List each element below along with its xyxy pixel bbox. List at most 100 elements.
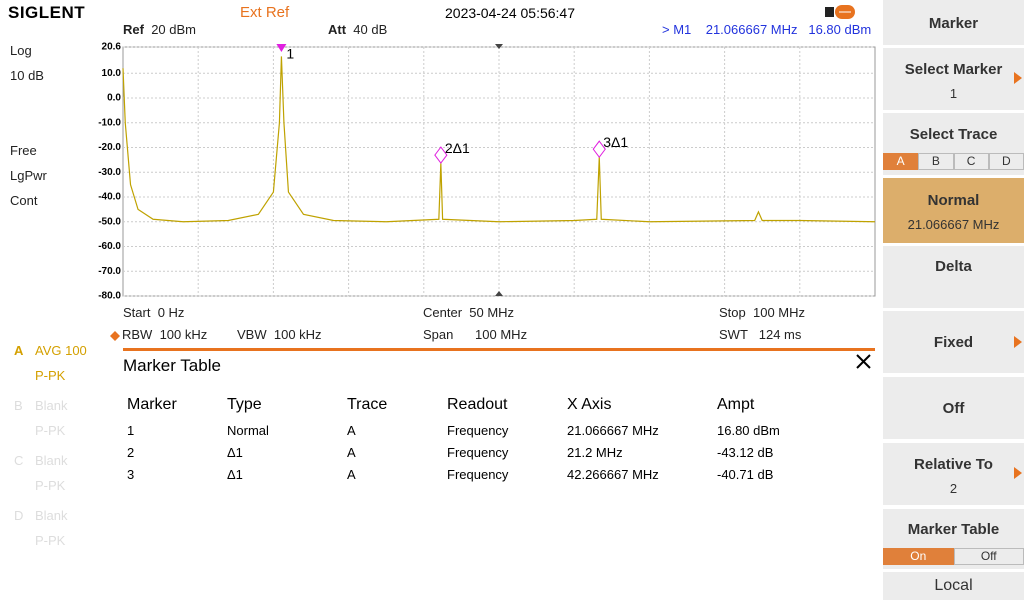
off-label: Off bbox=[942, 400, 965, 417]
start-value: 0 Hz bbox=[157, 305, 185, 320]
y-tick-label: -20.0 bbox=[98, 142, 121, 153]
marker-diamond bbox=[434, 146, 448, 164]
att-value: 40 dB bbox=[353, 22, 388, 37]
trace-line bbox=[122, 56, 876, 223]
select-trace[interactable]: Select Trace A B C D bbox=[883, 113, 1024, 175]
vbw-value: 100 kHz bbox=[273, 327, 322, 342]
trace-detector: P-PK bbox=[35, 368, 66, 383]
rbw-value: 100 kHz bbox=[159, 327, 208, 342]
scale-div: 10 dB bbox=[10, 68, 44, 83]
column-header: X Axis bbox=[567, 396, 612, 413]
trace-mode: Blank bbox=[35, 508, 68, 523]
column-header: Type bbox=[227, 396, 262, 413]
trace-tab[interactable]: C bbox=[953, 153, 989, 170]
normal-value: 21.066667 MHz bbox=[907, 217, 1000, 232]
normal[interactable]: Normal 21.066667 MHz bbox=[883, 178, 1024, 243]
table-cell: 1 bbox=[127, 423, 135, 438]
usb-icon bbox=[825, 5, 855, 19]
marker-table-toggle-label: Marker Table bbox=[907, 521, 1000, 538]
local[interactable]: Local bbox=[883, 572, 1024, 600]
column-header: Readout bbox=[447, 396, 508, 413]
trace-id: B bbox=[14, 398, 23, 413]
table-cell: Frequency bbox=[447, 467, 509, 482]
menu-title-label: Marker bbox=[928, 15, 979, 32]
table-tab[interactable]: Off bbox=[953, 548, 1024, 565]
submenu-arrow bbox=[1014, 467, 1022, 479]
start-label: Start bbox=[123, 305, 151, 320]
swt-label: SWT bbox=[719, 327, 748, 342]
select-trace-label: Select Trace bbox=[909, 126, 998, 143]
delta-label: Delta bbox=[935, 258, 972, 275]
trigger: Free bbox=[10, 143, 37, 158]
trace-tab[interactable]: A bbox=[883, 153, 919, 170]
y-tick-label: -60.0 bbox=[98, 241, 121, 252]
spectrum-chart: 20.6 10.0 0.0 -10.0 -20.0 -30.0 -40.0 -50.0 -60.… bbox=[98, 42, 876, 300]
table-cell: A bbox=[347, 445, 356, 460]
y-tick-label: -80.0 bbox=[98, 291, 121, 300]
rbw-label: RBW bbox=[122, 327, 153, 342]
sweep: Cont bbox=[10, 193, 38, 208]
brand: SIGLENT bbox=[8, 3, 86, 22]
marker-table-toggle[interactable]: Marker Table On Off bbox=[883, 509, 1024, 569]
relative-to-value: 2 bbox=[949, 481, 958, 496]
table-cell: Frequency bbox=[447, 423, 509, 438]
table-cell: 42.266667 MHz bbox=[567, 467, 659, 482]
table-cell: 3 bbox=[127, 467, 135, 482]
normal-label: Normal bbox=[927, 192, 980, 209]
span-label: Span bbox=[423, 327, 454, 342]
att-label: Att bbox=[328, 22, 347, 37]
table-cell: Frequency bbox=[447, 445, 509, 460]
ref-label: Ref bbox=[123, 22, 144, 37]
submenu-arrow bbox=[1014, 72, 1022, 84]
table-tab[interactable]: On bbox=[883, 548, 954, 565]
table-cell: A bbox=[347, 423, 356, 438]
y-tick-label: 10.0 bbox=[102, 68, 122, 79]
trace-detector: P-PK bbox=[35, 423, 66, 438]
trace-mode: Blank bbox=[35, 398, 68, 413]
swt-value: 124 ms bbox=[758, 327, 802, 342]
table-cell: -43.12 dB bbox=[717, 445, 774, 460]
center-value: 50 MHz bbox=[469, 305, 515, 320]
table-cell: 16.80 dBm bbox=[717, 423, 780, 438]
close-button[interactable] bbox=[856, 354, 871, 369]
trace-tab[interactable]: D bbox=[988, 153, 1024, 170]
fixed[interactable]: Fixed bbox=[883, 311, 1024, 373]
table-cell: 21.066667 MHz bbox=[567, 423, 659, 438]
table-divider bbox=[123, 348, 875, 351]
trace-mode: Blank bbox=[35, 453, 68, 468]
y-tick-label: -10.0 bbox=[98, 117, 121, 128]
trace-id: C bbox=[14, 453, 24, 468]
center-marker-bottom bbox=[495, 291, 503, 296]
y-tick-label: -30.0 bbox=[98, 167, 121, 178]
center-label: Center bbox=[423, 305, 463, 320]
table-cell: Normal bbox=[227, 423, 269, 438]
trace-detector: P-PK bbox=[35, 478, 66, 493]
trace-detector: P-PK bbox=[35, 533, 66, 548]
y-tick-label: 0.0 bbox=[107, 93, 121, 104]
table-title: Marker Table bbox=[123, 356, 221, 375]
center-marker-top bbox=[495, 44, 503, 49]
stop-label: Stop bbox=[719, 305, 746, 320]
marker-ampl: 16.80 dBm bbox=[808, 22, 872, 37]
off[interactable]: Off bbox=[883, 377, 1024, 439]
ref-value: 20 dBm bbox=[151, 22, 196, 37]
delta[interactable]: Delta bbox=[883, 246, 1024, 308]
relative-to[interactable]: Relative To 2 bbox=[883, 443, 1024, 505]
local-label: Local bbox=[934, 577, 973, 594]
marker-label: 1 bbox=[286, 46, 294, 62]
menu-title[interactable]: Marker bbox=[883, 0, 1024, 45]
marker-triangle bbox=[276, 44, 287, 52]
ref-source: Ext Ref bbox=[240, 4, 290, 21]
trace-tab[interactable]: B bbox=[918, 153, 954, 170]
trace-mode: AVG 100 bbox=[35, 343, 87, 358]
detector: LgPwr bbox=[10, 168, 47, 183]
vbw-label: VBW bbox=[237, 327, 267, 342]
select-marker[interactable]: Select Marker 1 bbox=[883, 48, 1024, 110]
y-tick-label: -40.0 bbox=[98, 192, 121, 203]
marker-label: 2Δ1 bbox=[445, 140, 470, 156]
y-tick-label: -70.0 bbox=[98, 266, 121, 277]
table-tabs: On Off bbox=[883, 548, 1024, 565]
datetime: 2023-04-24 05:56:47 bbox=[445, 5, 575, 21]
